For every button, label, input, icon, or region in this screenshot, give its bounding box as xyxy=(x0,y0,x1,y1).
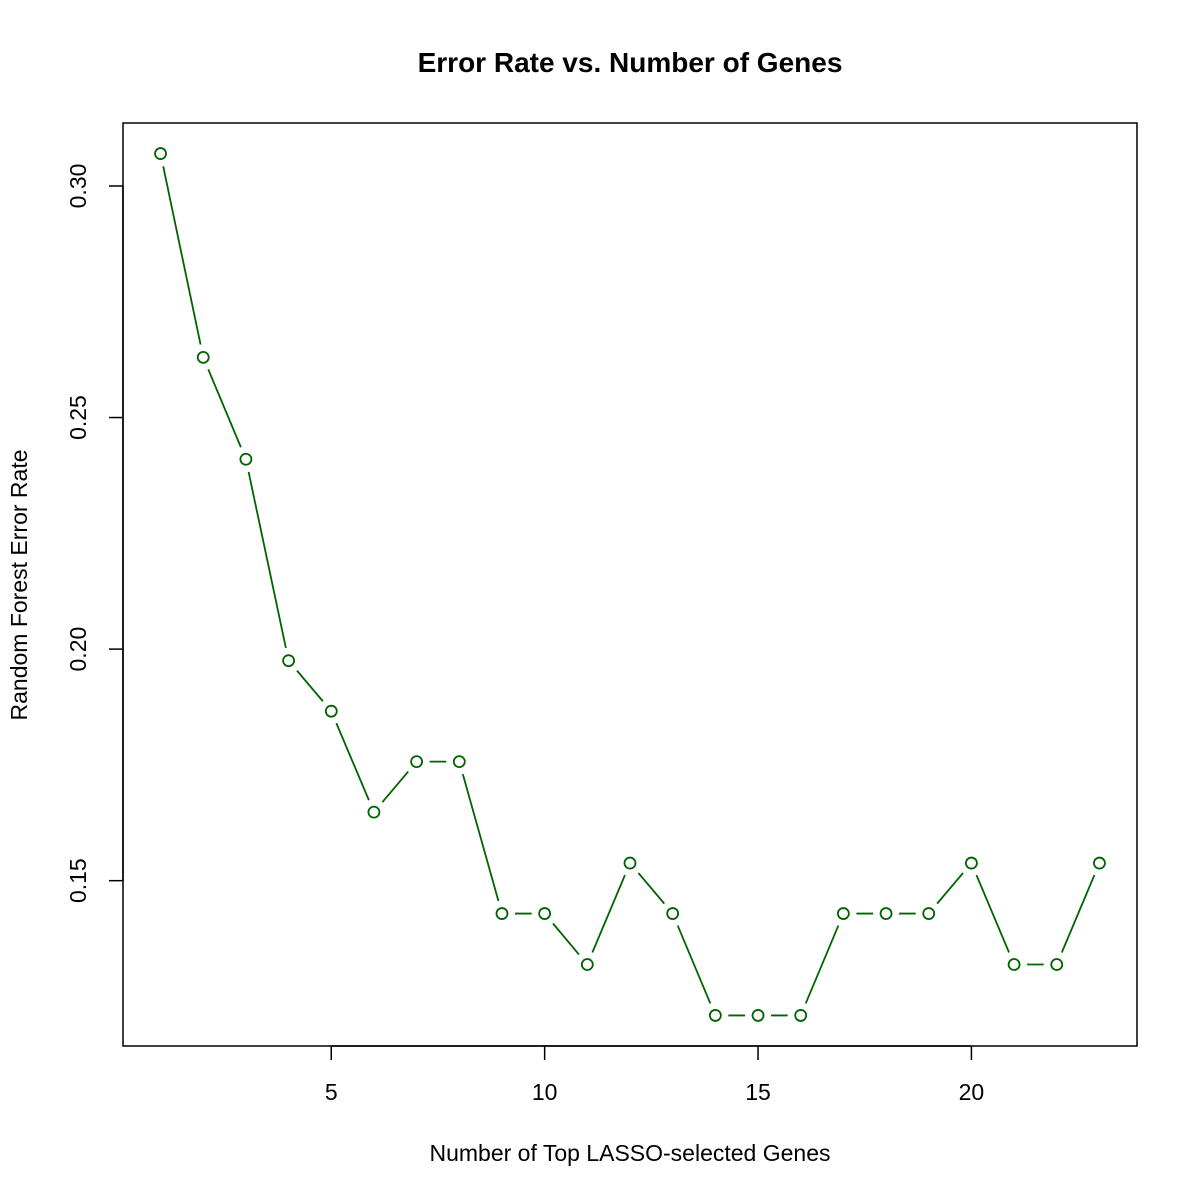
series-segment xyxy=(461,773,500,902)
series-segment xyxy=(207,368,242,448)
plot-frame xyxy=(122,122,1138,1047)
series-segment xyxy=(1060,874,1096,953)
series-segment xyxy=(936,872,964,905)
series-segment xyxy=(637,872,665,905)
x-axis: 5 10 15 20 xyxy=(325,1045,985,1105)
data-point xyxy=(836,907,850,920)
data-point xyxy=(452,755,466,769)
data-point xyxy=(154,147,167,160)
data-point xyxy=(410,755,424,769)
data-point xyxy=(879,907,893,920)
data-point xyxy=(367,805,381,819)
data-point xyxy=(196,350,210,364)
data-point xyxy=(708,1009,722,1022)
series-segment xyxy=(247,471,287,649)
data-point xyxy=(1007,958,1021,971)
data-point xyxy=(666,907,680,920)
y-tick-label: 0.25 xyxy=(65,395,91,440)
y-axis: 0.15 0.20 0.25 0.30 xyxy=(65,164,124,903)
data-point xyxy=(580,958,594,971)
series-segment xyxy=(591,874,626,953)
y-axis-label: Random Forest Error Rate xyxy=(6,450,32,721)
series-layer xyxy=(154,147,1106,1022)
data-point xyxy=(324,704,338,718)
x-tick-label: 20 xyxy=(959,1079,985,1105)
data-point xyxy=(538,907,552,920)
x-tick-label: 15 xyxy=(745,1079,771,1105)
x-tick-label: 10 xyxy=(532,1079,558,1105)
x-axis-label: Number of Top LASSO-selected Genes xyxy=(429,1140,830,1166)
data-point xyxy=(495,907,509,920)
y-tick-label: 0.30 xyxy=(65,164,91,209)
data-point xyxy=(922,907,936,920)
data-point xyxy=(623,856,637,870)
data-point xyxy=(1093,856,1106,870)
series-segment xyxy=(381,770,409,803)
data-point xyxy=(282,654,295,668)
series-segment xyxy=(676,925,712,1004)
data-point xyxy=(965,856,978,870)
chart-title: Error Rate vs. Number of Genes xyxy=(418,47,843,78)
series-segment xyxy=(162,166,202,345)
y-tick-label: 0.15 xyxy=(65,858,91,903)
data-point xyxy=(751,1009,765,1022)
data-point xyxy=(1050,958,1064,971)
series-segment xyxy=(335,722,370,801)
data-point xyxy=(794,1009,808,1022)
series-segment xyxy=(804,925,840,1004)
series-segment xyxy=(296,670,324,702)
series-segment xyxy=(975,874,1010,953)
y-tick-label: 0.20 xyxy=(65,627,91,672)
data-point xyxy=(239,452,253,466)
series-segment xyxy=(552,922,580,956)
x-tick-label: 5 xyxy=(325,1079,338,1105)
